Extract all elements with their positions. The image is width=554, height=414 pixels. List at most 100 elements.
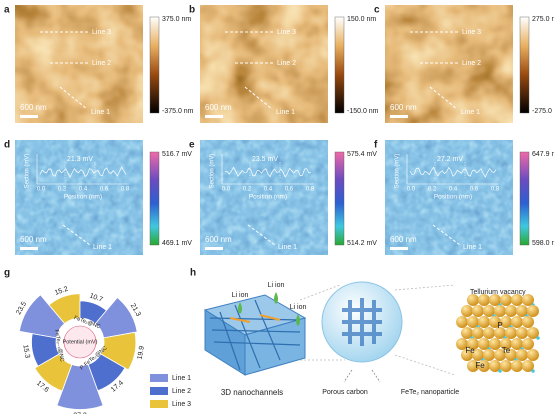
- inset-x-tick: 0.4: [79, 187, 88, 193]
- scan-line-label: Line 3: [462, 29, 481, 36]
- inset-y-label: Section (mV): [25, 154, 31, 189]
- center-label: Potential (mV): [63, 339, 98, 345]
- legend-swatch: [150, 400, 168, 408]
- atom: [500, 338, 512, 350]
- atom-label: Fe: [465, 346, 475, 355]
- atom: [522, 360, 534, 372]
- inset-x-tick: 0.6: [285, 187, 294, 193]
- atom: [467, 294, 479, 306]
- inset-x-label: Position (nm): [249, 194, 287, 201]
- radial-bar: [18, 294, 66, 339]
- atom: [489, 294, 501, 306]
- scan-line-label: Line 2: [277, 60, 296, 67]
- atom: [483, 349, 495, 361]
- atom: [522, 338, 534, 350]
- carbon-label: Porous carbon: [322, 389, 368, 396]
- atom: [527, 327, 539, 339]
- inset-annotation: 21.3 mV: [67, 156, 93, 163]
- atom: [467, 316, 479, 328]
- scale-bar-label: 600 nm: [390, 235, 417, 244]
- colorbar-min: -150.0 nm: [347, 108, 379, 115]
- porous-carbon: [321, 281, 403, 383]
- atom: [461, 327, 473, 339]
- atom: [500, 294, 512, 306]
- value-label: 19.9: [137, 345, 146, 360]
- atom: [494, 305, 506, 317]
- atom: [516, 349, 528, 361]
- panel-letter: g: [4, 268, 10, 279]
- atom: [478, 360, 490, 372]
- radial-bar: [48, 293, 81, 325]
- colorbar-max: 575.4 mV: [347, 151, 377, 158]
- colorbar: [519, 16, 530, 114]
- atom: [494, 327, 506, 339]
- atom: [527, 349, 539, 361]
- atom: [478, 338, 490, 350]
- atom: [516, 327, 528, 339]
- inset-x-tick: 0.8: [491, 187, 500, 193]
- zoom-lines: [299, 284, 456, 376]
- atom: [472, 349, 484, 361]
- value-label: 10.7: [88, 292, 103, 303]
- radial-bar: [94, 296, 138, 339]
- radial-bar: [56, 364, 104, 410]
- panel-letter: e: [189, 140, 195, 151]
- inset-profile: [409, 166, 497, 178]
- inset-x-tick: 0.2: [58, 187, 67, 193]
- inset-x-tick: 0.8: [306, 187, 315, 193]
- scan-line-label: Line 1: [278, 244, 297, 251]
- inset-x-tick: 0.6: [100, 187, 109, 193]
- atom: [472, 305, 484, 317]
- scan-line: [429, 86, 458, 110]
- nanochannel-block: [203, 294, 307, 376]
- atom: [467, 360, 479, 372]
- colorbar-min: -375.0 nm: [162, 108, 194, 115]
- scan-line-label: Line 2: [92, 60, 111, 67]
- atom: [522, 316, 534, 328]
- scan-line: [62, 224, 91, 246]
- panel-letter: b: [189, 5, 195, 16]
- li-ion-drops: [238, 292, 300, 326]
- colorbar-max: 150.0 nm: [347, 16, 376, 23]
- center-ring: [63, 325, 97, 359]
- atom: [511, 294, 523, 306]
- atom: [489, 338, 501, 350]
- atom-label: P: [497, 321, 502, 330]
- atom: [472, 327, 484, 339]
- scale-bar: [20, 115, 38, 118]
- scan-line: [59, 86, 88, 110]
- colorbar: [334, 151, 345, 246]
- value-label: 15.3: [21, 344, 30, 359]
- atom: [527, 305, 539, 317]
- image: [15, 140, 143, 255]
- scan-line-label: Line 3: [277, 29, 296, 36]
- li-ion-label: Li ion: [232, 292, 249, 299]
- scale-bar: [205, 115, 223, 118]
- li-ion-label: Li ion: [268, 282, 285, 289]
- scan-line: [247, 224, 276, 246]
- atom: [522, 294, 534, 306]
- atom: [483, 305, 495, 317]
- colorbar: [519, 151, 530, 246]
- scan-line-label: Line 1: [276, 109, 295, 116]
- scale-bar: [390, 247, 408, 250]
- inset-x-tick: 0.0: [407, 187, 416, 193]
- inset-x-tick: 0.6: [470, 187, 479, 193]
- atom: [461, 349, 473, 361]
- atom: [456, 316, 468, 328]
- atom: [478, 294, 490, 306]
- atom: [511, 338, 523, 350]
- atom: [483, 327, 495, 339]
- vacancy: [536, 336, 540, 340]
- atom: [505, 327, 517, 339]
- scale-bar: [390, 115, 408, 118]
- colorbar-max: 275.0 nm: [532, 16, 554, 23]
- inset-x-label: Position (nm): [434, 194, 472, 201]
- legend-swatch: [150, 374, 168, 382]
- radial-bar: [34, 353, 73, 392]
- colorbar-min: -275.0 nm: [532, 108, 554, 115]
- atom: [456, 338, 468, 350]
- inset-annotation: 27.2 mV: [437, 156, 463, 163]
- nanoparticle-label: FeTe₂ nanoparticle: [401, 389, 459, 396]
- atom: [516, 305, 528, 317]
